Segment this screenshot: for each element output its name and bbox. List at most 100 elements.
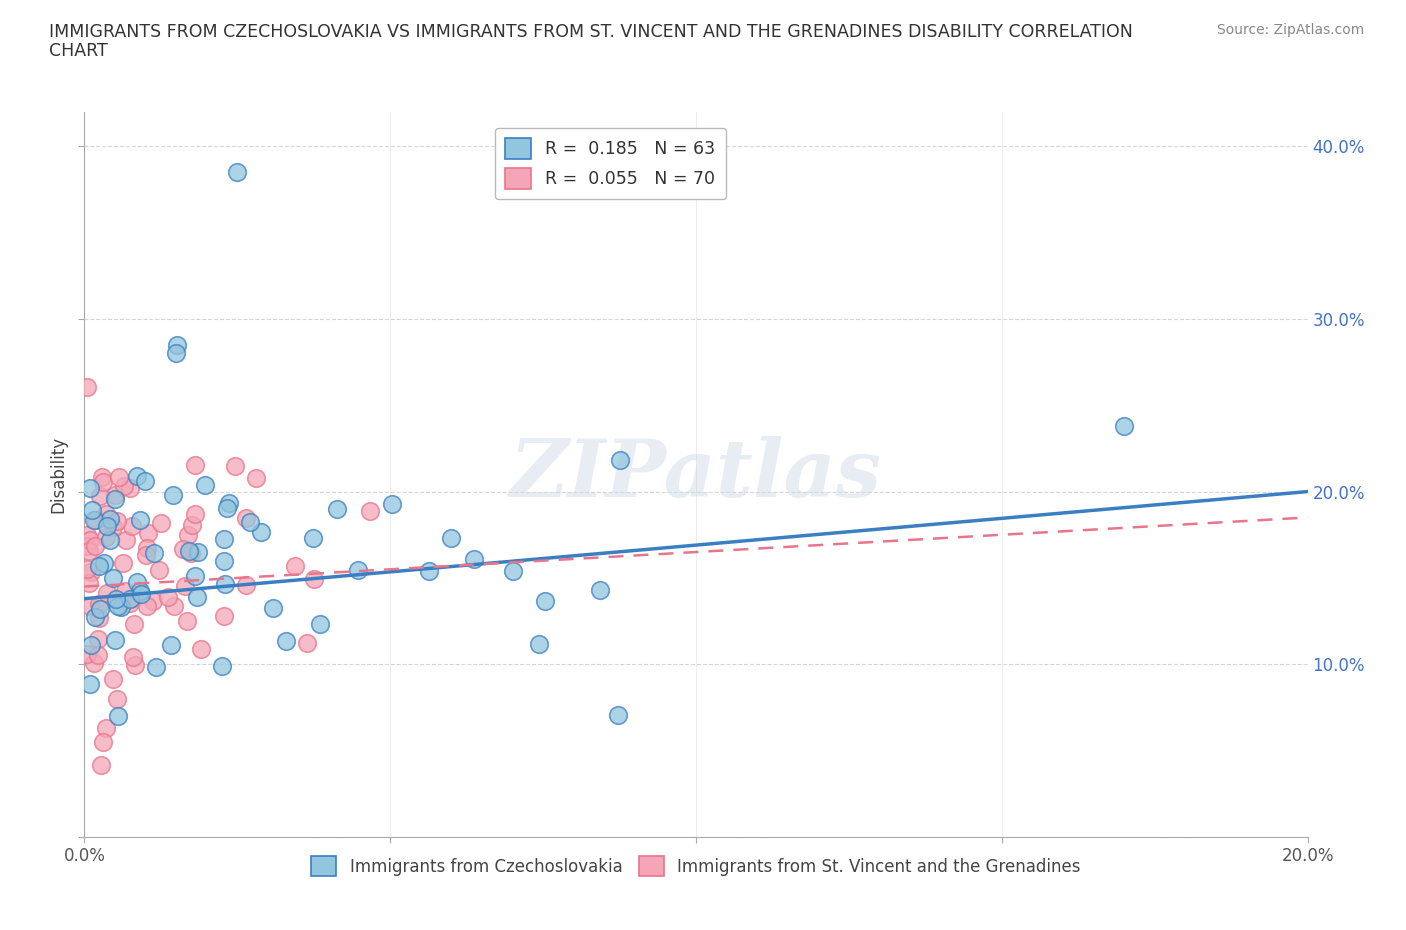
Point — [177, 527, 200, 542]
Point — [104, 487, 127, 502]
Point — [301, 531, 323, 546]
Point — [96, 586, 118, 601]
Point — [108, 470, 131, 485]
Point — [190, 641, 212, 656]
Point — [96, 518, 118, 533]
Point — [101, 571, 124, 586]
Point — [607, 708, 630, 723]
Point — [87, 559, 110, 574]
Point — [83, 610, 105, 625]
Point — [80, 638, 103, 653]
Point — [103, 671, 125, 686]
Point — [103, 519, 125, 534]
Point — [87, 647, 110, 662]
Point — [105, 692, 128, 707]
Point — [76, 562, 98, 577]
Point — [105, 514, 128, 529]
Point — [165, 346, 187, 361]
Point — [104, 591, 127, 606]
Point — [83, 656, 105, 671]
Point — [124, 658, 146, 672]
Point — [176, 614, 198, 629]
Point — [91, 474, 114, 489]
Point — [118, 481, 141, 496]
Text: CHART: CHART — [49, 42, 108, 60]
Point — [214, 608, 236, 623]
Point — [125, 575, 148, 590]
Point — [104, 632, 127, 647]
Point — [122, 617, 145, 631]
Point — [249, 525, 271, 539]
Point — [83, 512, 105, 527]
Point — [187, 544, 209, 559]
Point — [172, 542, 194, 557]
Point — [94, 507, 117, 522]
Point — [93, 555, 115, 570]
Point — [239, 514, 262, 529]
Text: Source: ZipAtlas.com: Source: ZipAtlas.com — [1216, 23, 1364, 37]
Point — [112, 479, 135, 494]
Point — [89, 602, 111, 617]
Point — [194, 477, 217, 492]
Point — [122, 591, 145, 605]
Point — [127, 468, 149, 483]
Point — [235, 578, 257, 592]
Point — [135, 599, 157, 614]
Point — [274, 633, 297, 648]
Point — [609, 453, 631, 468]
Point — [87, 631, 110, 646]
Point — [143, 545, 166, 560]
Point — [235, 511, 257, 525]
Point — [94, 721, 117, 736]
Point — [589, 583, 612, 598]
Point — [166, 338, 188, 352]
Point — [122, 650, 145, 665]
Point — [79, 532, 101, 547]
Point — [84, 512, 107, 527]
Point — [418, 564, 440, 578]
Point — [174, 578, 197, 593]
Point — [211, 658, 233, 673]
Point — [107, 599, 129, 614]
Point — [94, 530, 117, 545]
Point — [183, 507, 205, 522]
Point — [302, 572, 325, 587]
Point — [89, 488, 111, 503]
Point — [162, 488, 184, 503]
Point — [118, 595, 141, 610]
Point — [104, 492, 127, 507]
Point — [177, 544, 200, 559]
Point — [359, 504, 381, 519]
Point — [212, 553, 235, 568]
Point — [84, 538, 107, 553]
Point — [87, 610, 110, 625]
Point — [214, 577, 236, 591]
Point — [120, 591, 142, 606]
Point — [297, 635, 319, 650]
Point — [91, 735, 114, 750]
Point — [136, 525, 159, 540]
Point — [90, 757, 112, 772]
Point — [245, 471, 267, 485]
Legend: Immigrants from Czechoslovakia, Immigrants from St. Vincent and the Grenadines: Immigrants from Czechoslovakia, Immigran… — [305, 849, 1087, 884]
Point — [134, 473, 156, 488]
Point — [76, 379, 98, 394]
Point — [80, 503, 103, 518]
Point — [326, 502, 349, 517]
Point — [186, 590, 208, 604]
Point — [502, 564, 524, 578]
Point — [79, 599, 101, 614]
Point — [111, 555, 134, 570]
Point — [87, 596, 110, 611]
Point — [440, 530, 463, 545]
Point — [218, 496, 240, 511]
Point — [184, 569, 207, 584]
Point — [79, 576, 101, 591]
Point — [212, 531, 235, 546]
Point — [98, 512, 121, 526]
Point — [98, 533, 121, 548]
Point — [157, 590, 180, 604]
Point — [79, 481, 101, 496]
Point — [533, 594, 555, 609]
Text: ZIPatlas: ZIPatlas — [510, 435, 882, 513]
